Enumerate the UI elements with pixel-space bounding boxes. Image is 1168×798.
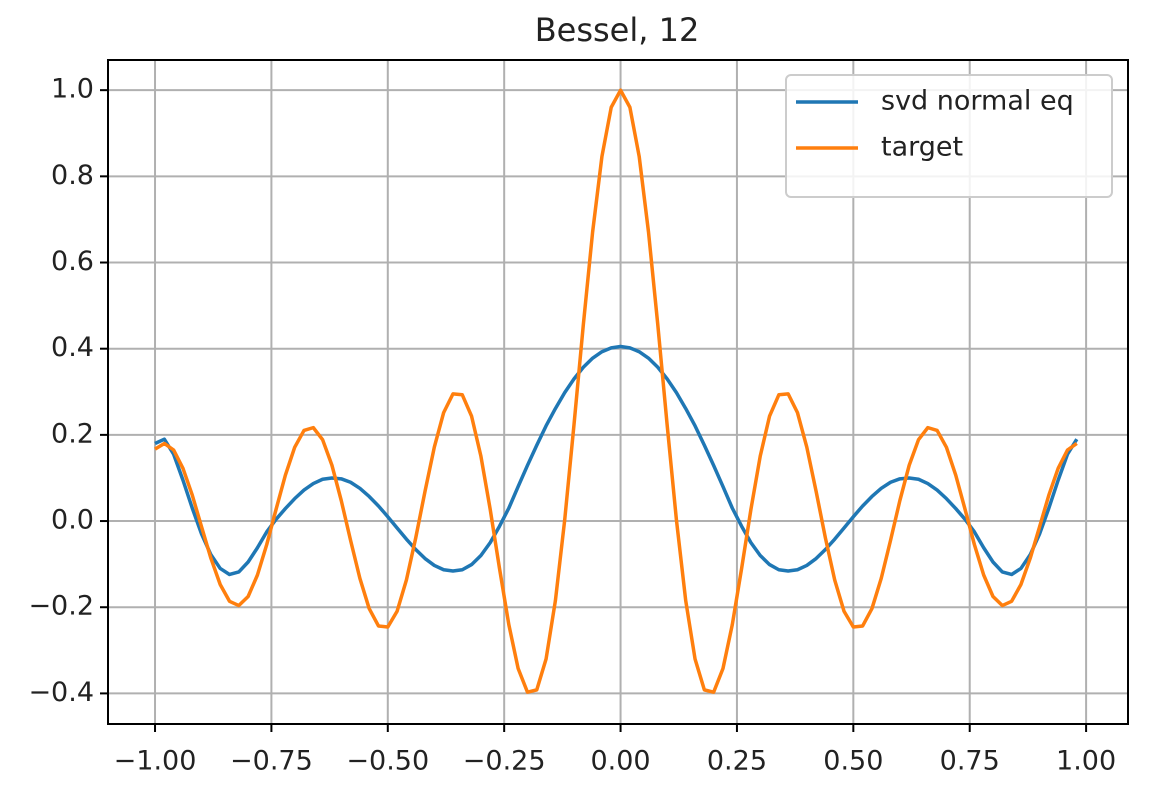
legend-label: svd normal eq	[881, 86, 1074, 117]
y-tick-label: 0.2	[51, 418, 94, 449]
legend-label: target	[881, 132, 963, 163]
x-tick-label: 0.00	[590, 746, 650, 777]
chart-title: Bessel, 12	[535, 11, 700, 49]
y-tick-label: −0.4	[28, 677, 94, 708]
y-tick-label: 0.8	[51, 160, 94, 191]
x-tick-label: 0.25	[707, 746, 767, 777]
y-tick-label: 0.6	[51, 246, 94, 277]
x-tick-label: −0.75	[230, 746, 313, 777]
x-tick-label: −1.00	[114, 746, 197, 777]
plot-frame	[107, 59, 1129, 725]
x-tick-label: −0.25	[463, 746, 546, 777]
y-tick-label: 0.0	[51, 505, 94, 536]
x-tick-label: 0.75	[940, 746, 1000, 777]
series-line	[154, 88, 1078, 694]
x-tick-label: 0.50	[823, 746, 883, 777]
x-tick-label: 1.00	[1056, 746, 1116, 777]
legend-box	[785, 74, 1113, 198]
y-tick-label: −0.2	[28, 591, 94, 622]
y-tick-label: 0.4	[51, 332, 94, 363]
legend: svd normal eq target	[785, 74, 1113, 198]
y-tick-label: 1.0	[51, 74, 94, 105]
series-line	[154, 344, 1079, 577]
x-tick-label: −0.50	[346, 746, 429, 777]
